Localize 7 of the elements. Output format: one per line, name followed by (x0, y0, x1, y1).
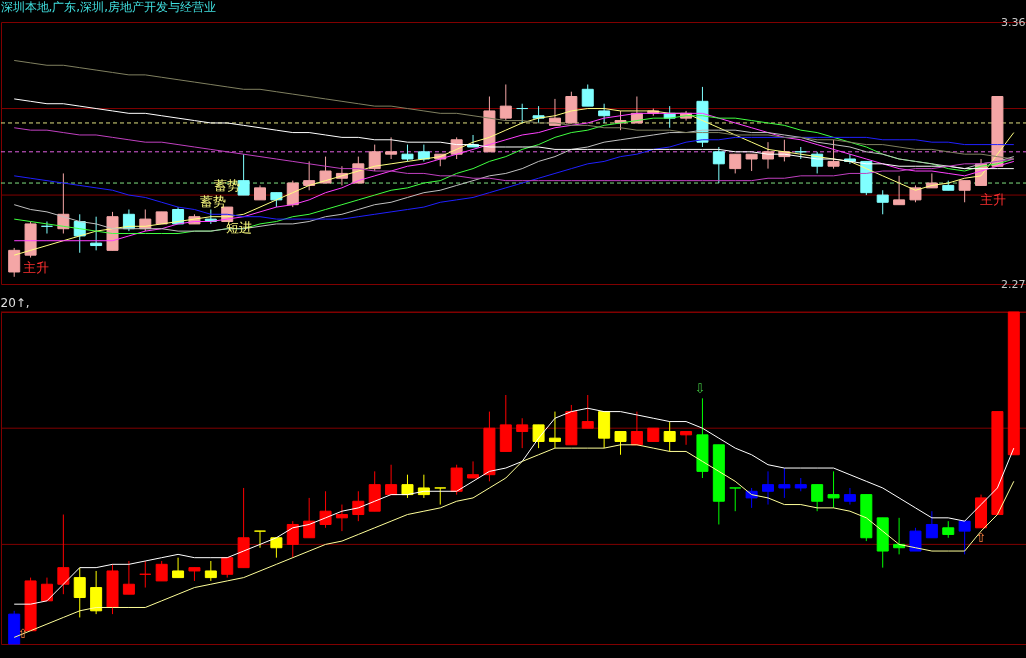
annotation: ⇩ (694, 381, 706, 396)
annotation: 主升 (980, 192, 1006, 207)
annotation: 蓄势 (200, 194, 226, 209)
annotation: ⇧ (975, 530, 987, 545)
chart-title: 深圳本地,广东,深圳,房地产开发与经营业 (0, 0, 216, 14)
chart-title: 20↑, (0, 295, 30, 310)
annotation: 主升 (23, 260, 49, 275)
